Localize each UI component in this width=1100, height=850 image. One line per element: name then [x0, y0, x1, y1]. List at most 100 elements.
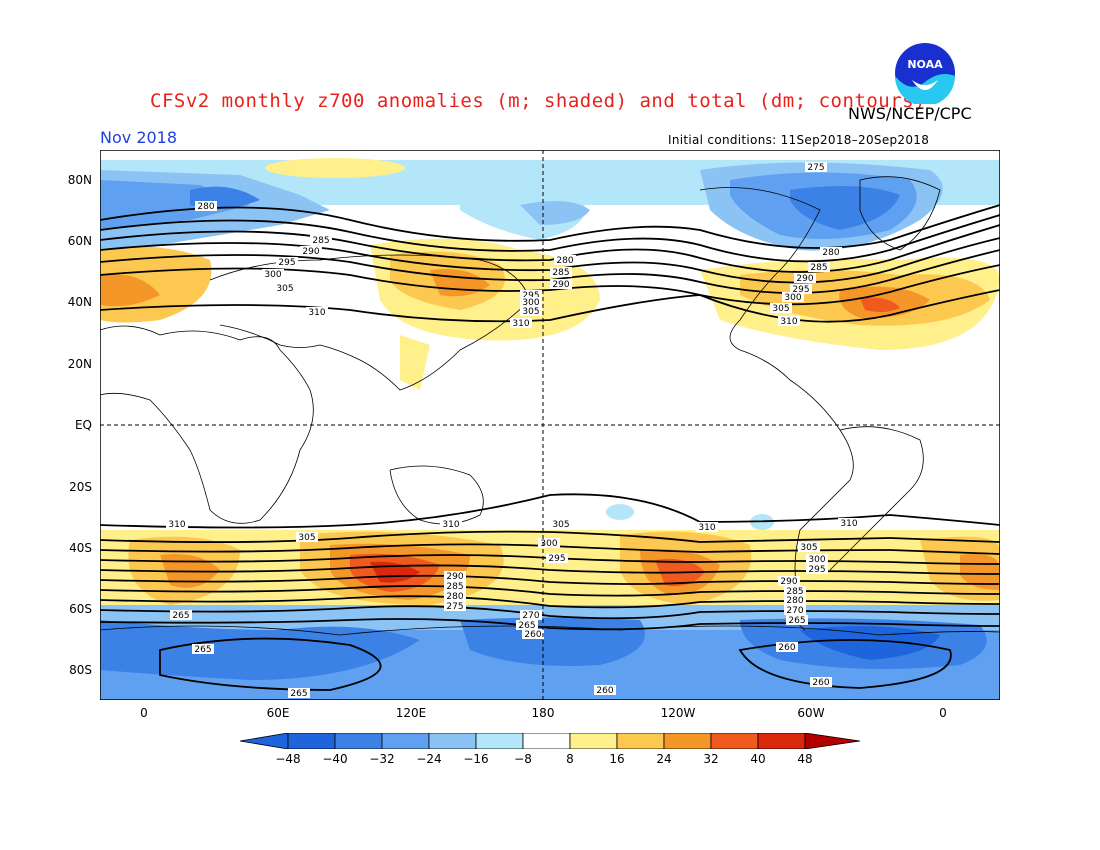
contour-label-310-n: 310 [512, 319, 529, 329]
lon-label-180: 180 [531, 706, 555, 720]
colorbar-label-24: 24 [656, 752, 672, 766]
contour-labels: 280 285 290 295 300 305 310 280 285 290 … [166, 162, 860, 699]
contour-label-310-nw: 310 [308, 308, 325, 318]
contour-label-285-ne: 285 [810, 263, 827, 273]
contour-label-300-se: 300 [808, 555, 825, 565]
contour-label-290-n: 290 [552, 280, 569, 290]
initial-conditions: Initial conditions: 11Sep2018–20Sep2018 [668, 133, 930, 147]
contour-label-290-s: 290 [446, 572, 463, 582]
contour-label-310-sw: 310 [168, 520, 185, 530]
colorbar-label-m32: −32 [369, 752, 395, 766]
contour-label-265-sw: 265 [194, 645, 211, 655]
contour-label-280-s: 280 [446, 592, 463, 602]
contour-label-290-se: 290 [780, 577, 797, 587]
colorbar-label-m24: −24 [416, 752, 442, 766]
noaa-logo-text: NOAA [907, 58, 943, 71]
colorbar-label-48: 48 [797, 752, 813, 766]
contour-label-260-e: 260 [812, 678, 829, 688]
contour-label-305-ne: 305 [772, 304, 789, 314]
contour-label-290-nw: 290 [302, 247, 319, 257]
colorbar-bin-6 [522, 733, 571, 749]
colorbar-bin-1 [287, 733, 336, 749]
contour-label-285-s: 285 [446, 582, 463, 592]
lat-label-60s: 60S [69, 602, 92, 616]
contour-label-260-s2: 260 [596, 686, 613, 696]
lat-label-eq: EQ [74, 418, 92, 432]
contour-label-300-n: 300 [522, 298, 539, 308]
lon-label-120w: 120W [660, 706, 696, 720]
contour-label-260-se: 260 [778, 643, 795, 653]
lat-label-80s: 80S [69, 663, 92, 677]
contour-label-280-nw: 280 [197, 202, 214, 212]
colorbar-label-8: 8 [566, 752, 574, 766]
contour-label-300-s: 300 [540, 539, 557, 549]
contour-label-310-se: 310 [698, 523, 715, 533]
colorbar-label-m40: −40 [322, 752, 348, 766]
contour-label-285-se: 285 [786, 587, 803, 597]
contour-label-265-w: 265 [172, 611, 189, 621]
chart-title: CFSv2 monthly z700 anomalies (m; shaded)… [150, 90, 927, 112]
contour-label-305-n: 305 [522, 307, 539, 317]
colorbar-bin-3 [381, 733, 430, 749]
colorbar-arrow-right [804, 733, 860, 749]
contour-label-305-se: 305 [800, 543, 817, 553]
contour-label-275-s: 275 [446, 602, 463, 612]
colorbar-bin-5 [475, 733, 524, 749]
colorbar [240, 733, 860, 749]
contour-label-285-n: 285 [552, 268, 569, 278]
colorbar-bin-2 [334, 733, 383, 749]
contour-label-295-s: 295 [548, 554, 565, 564]
contour-label-265-s: 265 [518, 621, 535, 631]
contour-label-310-e: 310 [840, 519, 857, 529]
colorbar-label-m48: −48 [275, 752, 301, 766]
noaa-logo: NOAA [895, 43, 955, 104]
month-label: Nov 2018 [100, 128, 178, 147]
lat-label-20s: 20S [69, 480, 92, 494]
lon-label-120e: 120E [395, 706, 427, 720]
contour-label-300-ne: 300 [784, 293, 801, 303]
lon-label-0-right: 0 [939, 706, 947, 720]
lat-label-20n: 20N [67, 357, 92, 371]
contour-label-280-ne: 280 [822, 248, 839, 258]
negative-anomaly-shading [100, 160, 1000, 700]
colorbar-bin-8 [616, 733, 665, 749]
colorbar-bin-10 [710, 733, 759, 749]
contour-label-305-nw: 305 [276, 284, 293, 294]
contour-label-305-sw: 305 [298, 533, 315, 543]
colorbar-arrow-left [240, 733, 289, 749]
contour-label-290-ne: 290 [796, 274, 813, 284]
contour-label-270-se: 270 [786, 606, 803, 616]
contour-label-295-ne: 295 [792, 285, 809, 295]
contour-label-270-s: 270 [522, 611, 539, 621]
contour-label-295-se: 295 [808, 565, 825, 575]
contour-label-310-s: 310 [442, 520, 459, 530]
contour-label-280-n: 280 [556, 256, 573, 266]
contour-label-295-nw: 295 [278, 258, 295, 268]
colorbar-label-40: 40 [750, 752, 766, 766]
lon-label-60w: 60W [797, 706, 825, 720]
lat-label-40n: 40N [67, 295, 92, 309]
colorbar-label-32: 32 [703, 752, 719, 766]
contour-label-295-n: 295 [522, 291, 539, 301]
contour-label-265-se: 265 [788, 616, 805, 626]
anomaly-map: 280 285 290 295 300 305 310 280 285 290 … [100, 150, 1000, 700]
lon-label-0-left: 0 [140, 706, 148, 720]
colorbar-bin-11 [757, 733, 806, 749]
agency-label: NWS/NCEP/CPC [848, 104, 972, 123]
colorbar-label-m8: −8 [514, 752, 532, 766]
colorbar-bin-7 [569, 733, 618, 749]
colorbar-bin-4 [428, 733, 477, 749]
contour-label-300-nw: 300 [264, 270, 281, 280]
lat-label-80n: 80N [67, 173, 92, 187]
contour-label-285-nw: 285 [312, 236, 329, 246]
lat-label-40s: 40S [69, 541, 92, 555]
colorbar-label-m16: −16 [463, 752, 489, 766]
contour-label-310-ne: 310 [780, 317, 797, 327]
lon-label-60e: 60E [266, 706, 290, 720]
contour-label-305-s: 305 [552, 520, 569, 530]
colorbar-bin-9 [663, 733, 712, 749]
lat-label-60n: 60N [67, 234, 92, 248]
contour-label-260-s: 260 [524, 630, 541, 640]
height-contours [100, 204, 1000, 691]
contour-label-265-sw2: 265 [290, 689, 307, 699]
